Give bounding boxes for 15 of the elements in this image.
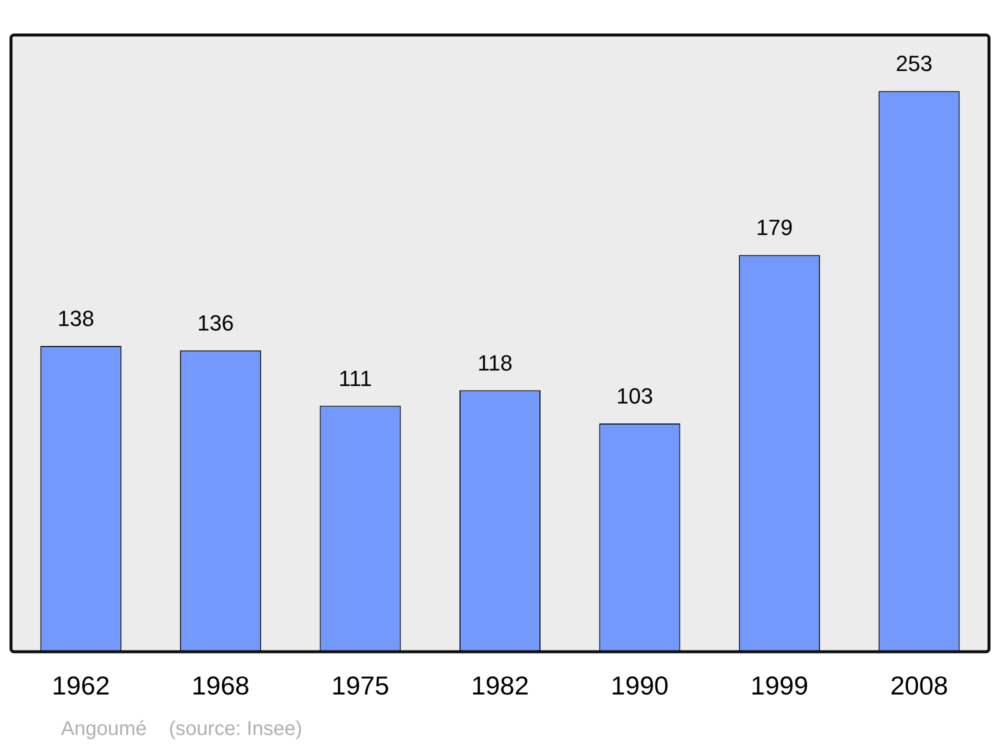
x-tick-label: 1999 — [750, 670, 808, 701]
data-label: 253 — [896, 51, 932, 76]
text: Angoumé (source: Insee) — [61, 718, 302, 741]
x-tick-label: 1982 — [471, 670, 529, 701]
x-tick-label: 1962 — [52, 670, 110, 701]
data-label: 118 — [477, 350, 513, 376]
x-tick-label: 2008 — [890, 670, 948, 701]
data-label: 103 — [616, 384, 654, 409]
x-tick-label: 1968 — [192, 670, 250, 701]
data-label: 179 — [756, 215, 793, 240]
x-tick-label: 1990 — [610, 670, 669, 701]
data-label: 138 — [58, 306, 94, 332]
data-label: 136 — [197, 310, 234, 336]
data-label: 111 — [338, 366, 372, 391]
x-tick-label: 1975 — [331, 670, 390, 701]
